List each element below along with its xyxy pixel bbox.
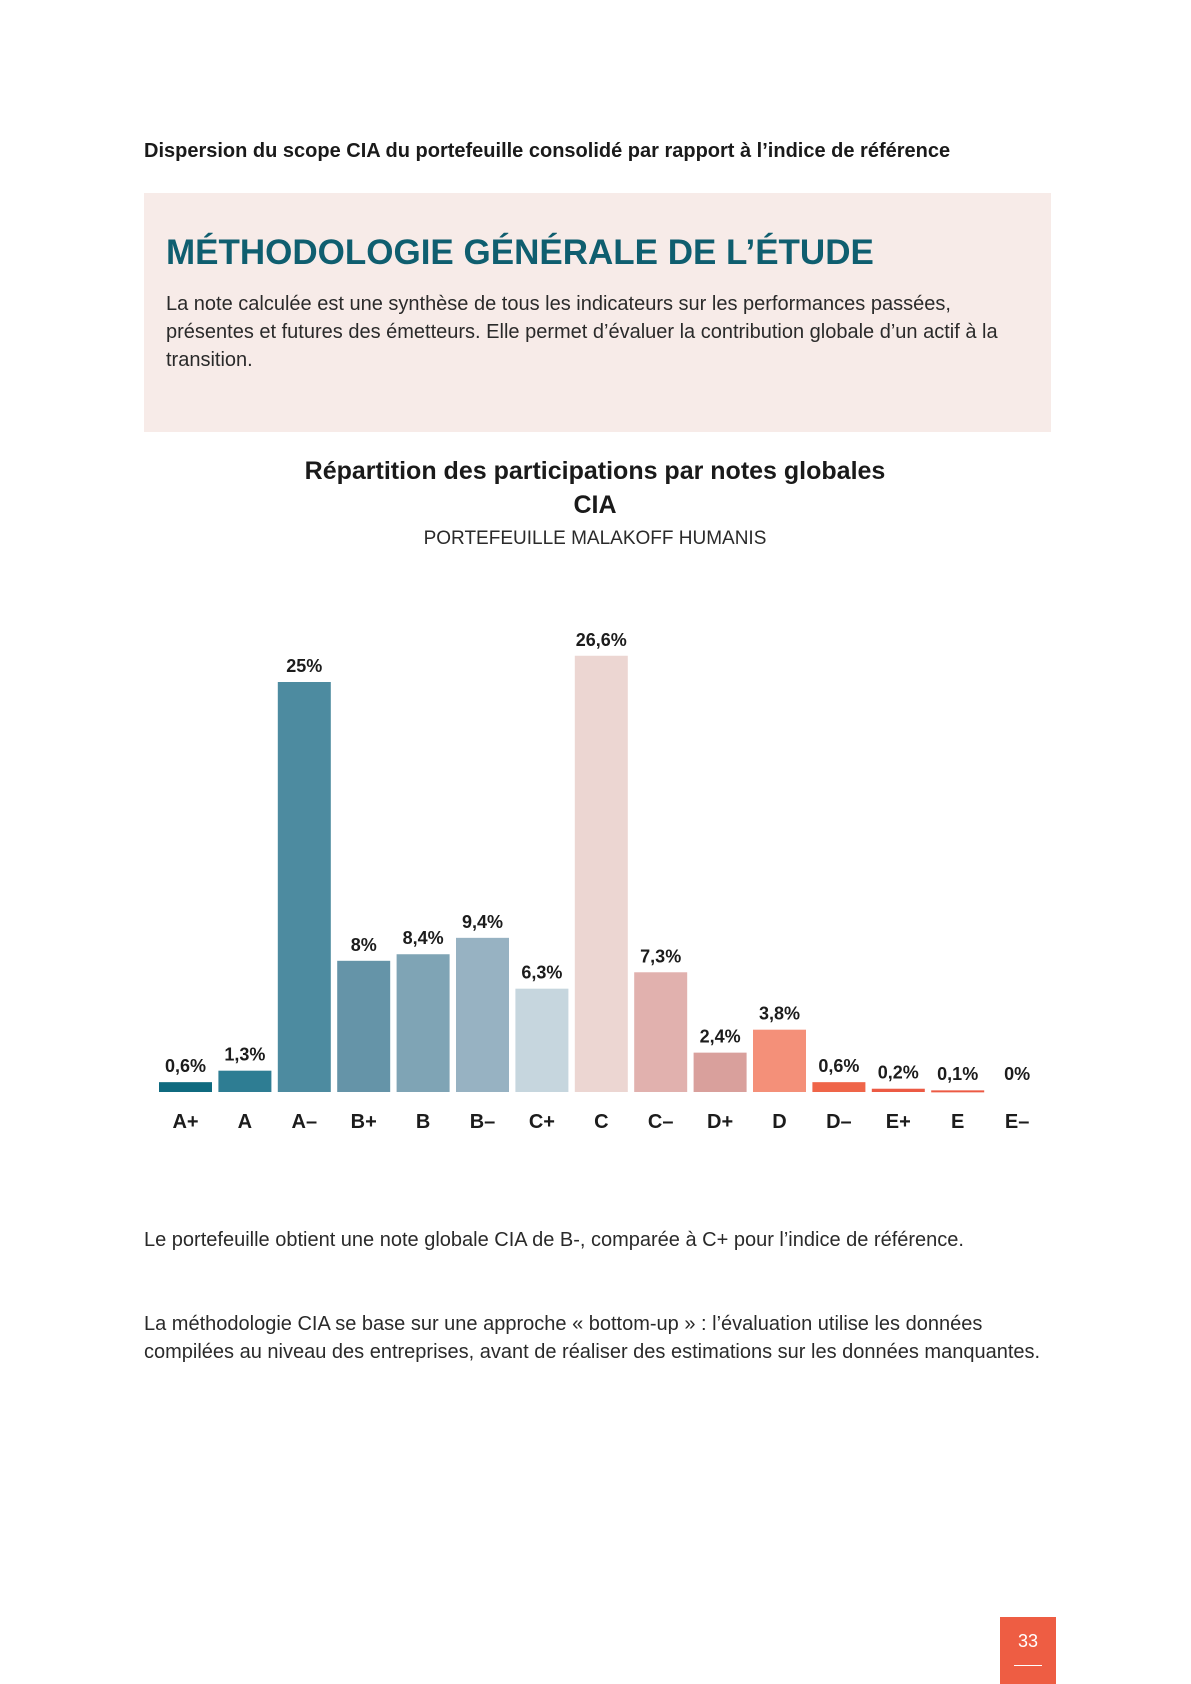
tick-label-E–: E– — [1005, 1111, 1029, 1133]
bar-C+ — [515, 988, 569, 1092]
value-label-E–: 0% — [1004, 1064, 1030, 1084]
value-label-B–: 9,4% — [462, 912, 503, 932]
bar-D– — [812, 1082, 866, 1092]
tick-label-D–: D– — [826, 1111, 852, 1133]
tick-label-B: B — [416, 1111, 430, 1133]
value-label-A+: 0,6% — [165, 1056, 206, 1076]
paragraph-score: Le portefeuille obtient une note globale… — [144, 1229, 964, 1251]
bar-E — [931, 1090, 985, 1093]
value-label-C: 26,6% — [576, 630, 627, 650]
paragraph-methodology: La méthodologie CIA se base sur une appr… — [144, 1313, 1041, 1363]
value-label-C+: 6,3% — [521, 963, 562, 983]
tick-label-A+: A+ — [172, 1111, 198, 1133]
tick-label-D+: D+ — [707, 1111, 733, 1133]
chart-title: Répartition des participations par notes… — [304, 457, 886, 519]
bar-C– — [634, 972, 688, 1092]
chart-subtitle: PORTEFEUILLE MALAKOFF HUMANIS — [423, 528, 767, 549]
tick-label-C+: C+ — [529, 1111, 555, 1133]
value-label-B: 8,4% — [403, 928, 444, 948]
tick-label-A: A — [238, 1111, 252, 1133]
methodology-text: La note calculée est une synthèse de tou… — [166, 293, 998, 371]
tick-label-D: D — [772, 1111, 786, 1133]
value-label-B+: 8% — [351, 935, 377, 955]
tick-label-C: C — [594, 1111, 608, 1133]
page-number-text: 33 — [1017, 1631, 1039, 1651]
bar-B– — [456, 937, 509, 1092]
section-heading: Dispersion du scope CIA du portefeuille … — [144, 140, 951, 162]
bar-B — [396, 954, 450, 1092]
bar-B+ — [337, 960, 391, 1092]
page-number-rule — [1014, 1665, 1042, 1666]
bar-D+ — [693, 1052, 747, 1092]
value-label-D–: 0,6% — [818, 1056, 859, 1076]
value-label-E: 0,1% — [937, 1064, 978, 1084]
value-label-A–: 25% — [286, 656, 322, 676]
methodology-box: MÉTHODOLOGIE GÉNÉRALE DE L’ÉTUDE La note… — [144, 193, 1051, 432]
bar-A+ — [159, 1082, 212, 1092]
tick-label-E: E — [951, 1111, 964, 1133]
value-label-E+: 0,2% — [878, 1063, 919, 1083]
tick-label-A–: A– — [292, 1111, 318, 1133]
bar-E+ — [871, 1088, 925, 1092]
value-label-A: 1,3% — [224, 1045, 265, 1065]
bar-D — [753, 1029, 806, 1092]
bar-A– — [277, 682, 331, 1092]
bar-chart: 0,6% A+ 1,3% A 25% A– 8% B+ 8,4% B 9,4% B– 6,3% C+ 26,… — [159, 630, 1030, 1133]
bar-C — [574, 655, 628, 1092]
tick-label-E+: E+ — [886, 1111, 911, 1133]
page-number: 33 — [1000, 1617, 1056, 1684]
tick-label-C–: C– — [648, 1111, 674, 1133]
bar-A — [218, 1070, 272, 1092]
value-label-C–: 7,3% — [640, 946, 681, 966]
tick-label-B–: B– — [470, 1111, 496, 1133]
tick-label-B+: B+ — [351, 1111, 377, 1133]
value-label-D: 3,8% — [759, 1004, 800, 1024]
methodology-title: MÉTHODOLOGIE GÉNÉRALE DE L’ÉTUDE — [166, 233, 874, 272]
value-label-D+: 2,4% — [700, 1027, 741, 1047]
